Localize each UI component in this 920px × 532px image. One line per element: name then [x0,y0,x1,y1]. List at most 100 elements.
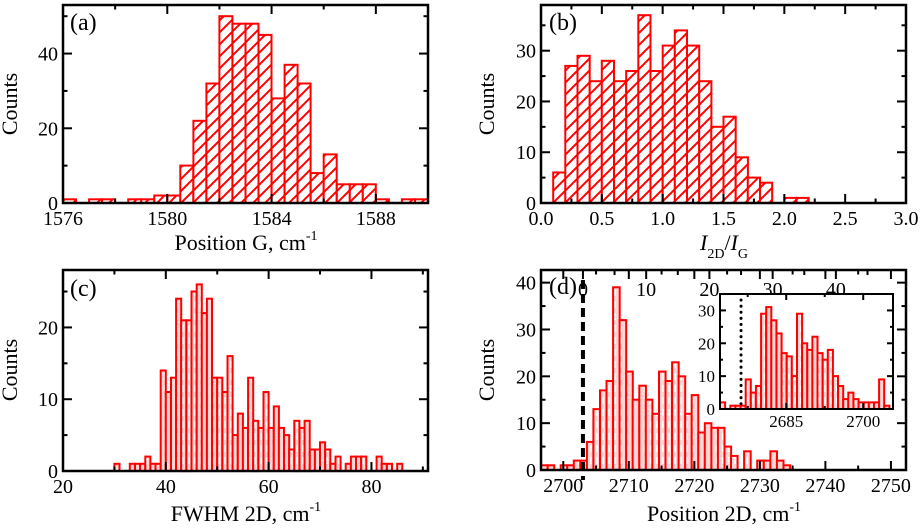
y-tick-label: 10 [516,413,536,435]
panel-a: 1576 1580 1584 1588 0 20 40 (a) Counts Positio… [0,3,430,255]
y-tick-label: 30 [516,319,536,341]
x-tick-label: 2700 [846,412,880,431]
y-tick-label: 10 [698,367,715,386]
panel-b-xlabel-i2: I [730,230,740,255]
x-tick-label: 1576 [43,208,83,230]
x-tick-label: 2710 [609,475,649,497]
panel-d-xlabel: Position 2D, cm-1 [647,500,801,526]
x-tick-label: 1588 [356,208,396,230]
histogram-bar [244,22,260,205]
panel-c: 20 40 60 80 0 10 20 (c) Counts FWHM 2D, cm-1 [0,268,430,526]
panel-d-xlabel-text: Position 2D, cm [647,501,789,526]
panel-d-xlabel-sup: -1 [789,500,801,515]
inset-ticks: 2685 2700 0 10 20 30 [698,294,893,431]
panel-d-ylabel: Counts [474,339,499,401]
histogram-bar [673,29,688,205]
histogram-bar [661,44,676,204]
x-tick-label: 1580 [147,208,187,230]
histogram-bar [637,14,652,205]
x-tick-label: 1584 [252,208,292,230]
histogram-bar [552,171,567,204]
histogram-bar [270,97,286,204]
histogram-bar [192,119,208,204]
panel-b-ylabel: Counts [474,73,499,135]
panel-a-ticks: 1576 1580 1584 1588 0 20 40 [38,5,429,230]
y-tick-label: 0 [526,460,536,482]
histogram-bar [878,378,886,410]
y-tick-label: 30 [516,41,536,63]
panel-a-label: (a) [70,10,97,36]
panel-a-xlabel-text: Position G, cm [174,230,305,255]
panel-b-xlabel-sub2: G [738,247,748,262]
histogram-bar [686,44,701,204]
y-tick-label: 0 [48,461,58,483]
panel-b-ticks: 0.0 0.5 1.0 1.5 2.0 2.5 3.0 0 10 20 30 [516,5,919,230]
x-tick-label: 2740 [805,475,845,497]
panel-c-label: (c) [70,276,97,302]
x-tick-label: 1.0 [650,208,675,230]
panel-b-label: (b) [549,10,577,36]
histogram-bar [576,54,591,204]
x-tick-label: 2.0 [772,208,797,230]
histogram-bar [360,455,368,473]
histogram-bar [334,455,342,473]
panel-c-xlabel: FWHM 2D, cm-1 [171,500,321,526]
histogram-bar [730,454,739,471]
x-tick-label: 60 [259,476,279,498]
x-tick-label: 3.0 [894,208,919,230]
histogram-bar [625,70,640,204]
panel-d-inset: 2685 2700 0 10 20 30 [698,293,894,431]
histogram-bar [296,82,312,204]
inset-axes-frame [719,293,894,410]
x-tick-label: 2.5 [833,208,858,230]
panel-d-ticks: 2700 2710 2720 2730 2740 2750 0 10 20 30 40 [516,270,911,497]
histogram-bar [743,450,752,471]
panel-c-axes-frame [61,268,430,473]
x-tick-label: 80 [361,476,381,498]
x-tick-label: 20 [53,476,73,498]
panel-b-xlabel-sub1: 2D [707,247,724,262]
y-tick-label: 10 [38,389,58,411]
y-tick-label: 0 [48,193,58,215]
histogram-bar [205,82,221,204]
panel-b-xlabel-slash: / [724,230,731,255]
histogram-bar [335,183,351,205]
y-tick-label: 20 [698,334,715,353]
x-tick-label: 2750 [871,475,911,497]
histogram-bar [348,183,364,205]
x-tick-label: 1.5 [711,208,736,230]
panel-c-bars [113,283,404,473]
y-tick-label: 40 [516,273,536,295]
panel-b-xlabel: I2D/IG [699,230,748,262]
y-tick-label: 40 [38,44,58,66]
x-tick-label: 0.0 [529,208,554,230]
histogram-bar [600,59,615,204]
x-tick-label: 2720 [674,475,714,497]
panel-d: 2700 2710 2720 2730 2740 2750 0 10 20 30 40 0 10 20 3… [474,268,911,526]
x-tick-label: 2730 [740,475,780,497]
panel-a-ylabel: Counts [0,73,22,135]
histogram-bar [309,172,325,205]
histogram-bar [722,115,737,204]
panel-d-label: (d) [549,274,577,300]
histogram-bar [734,156,749,205]
y-tick-label: 20 [38,118,58,140]
panel-d-axes-frame [539,268,908,472]
top-axis-tick-label: 10 [636,279,656,301]
panel-a-bars [62,15,429,205]
panel-c-xlabel-text: FWHM 2D, cm [171,501,310,526]
histogram-bar [649,70,664,204]
panel-a-xlabel-sup: -1 [306,229,318,244]
histogram-bar [759,181,774,204]
histogram-bar [613,80,628,204]
histogram-bar [231,22,247,205]
y-tick-label: 20 [516,91,536,113]
histogram-bar [283,63,299,204]
panel-c-ticks: 20 40 60 80 0 10 20 [38,270,428,498]
histogram-bar [361,183,377,205]
x-tick-label: 2700 [543,475,583,497]
y-tick-label: 20 [516,366,536,388]
panel-b-bars [552,14,810,205]
y-tick-label: 0 [707,400,716,419]
